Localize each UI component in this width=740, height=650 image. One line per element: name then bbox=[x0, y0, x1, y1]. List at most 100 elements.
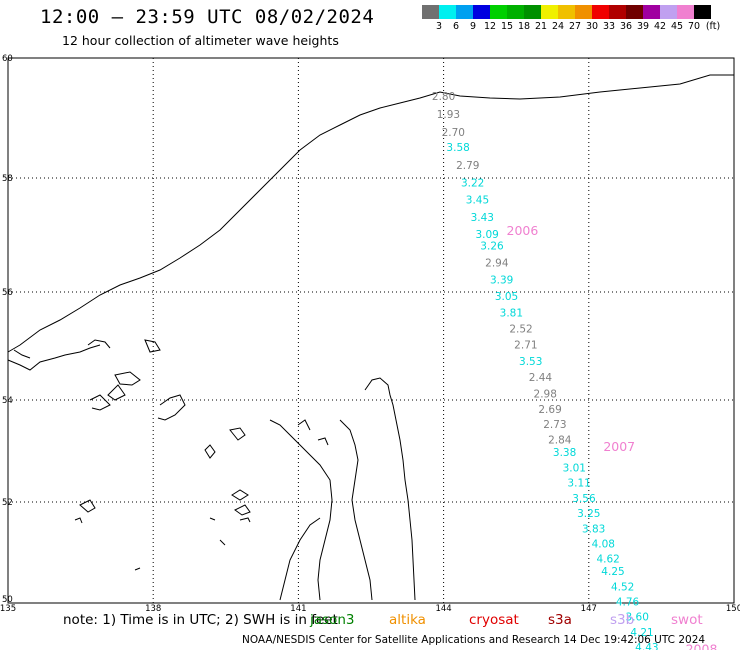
hour-label: 2008 bbox=[686, 642, 718, 650]
wave-height-value: 3.09 bbox=[475, 229, 498, 241]
legend-label: 45 bbox=[670, 21, 684, 32]
wave-height-value: 4.43 bbox=[635, 642, 658, 650]
wave-height-value: 1.93 bbox=[437, 109, 460, 121]
longitude-label: 138 bbox=[145, 604, 161, 614]
legend-label: 9 bbox=[469, 21, 477, 32]
wave-height-value: 3.81 bbox=[500, 307, 523, 319]
wave-height-value: 3.01 bbox=[563, 462, 586, 474]
legend-label: 6 bbox=[452, 21, 460, 32]
legend-swatch bbox=[439, 5, 456, 19]
coastline bbox=[7, 74, 734, 601]
satellite-name: jason3 bbox=[310, 612, 355, 628]
wave-height-value: 2.71 bbox=[514, 340, 537, 352]
wave-height-value: 4.76 bbox=[616, 597, 640, 609]
wave-height-value: 3.38 bbox=[553, 447, 576, 459]
page-title: 12:00 – 23:59 UTC 08/02/2024 bbox=[40, 6, 375, 28]
longitude-label: 150 bbox=[726, 604, 740, 614]
legend-label: 27 bbox=[568, 21, 582, 32]
satellite-name: altika bbox=[389, 612, 426, 628]
latitude-label: 58 bbox=[2, 174, 13, 184]
footer-text: NOAA/NESDIS Center for Satellite Applica… bbox=[242, 634, 706, 646]
wave-height-value: 2.80 bbox=[432, 91, 455, 103]
legend-swatch bbox=[507, 5, 524, 19]
latitude-label: 50 bbox=[2, 595, 13, 605]
wave-height-value: 3.45 bbox=[466, 195, 489, 207]
page-subtitle: 12 hour collection of altimeter wave hei… bbox=[62, 33, 339, 48]
legend-label: 21 bbox=[534, 21, 548, 32]
wave-height-value: 3.53 bbox=[519, 356, 542, 368]
wave-height-value: 3.83 bbox=[582, 523, 605, 535]
wave-height-value: 3.26 bbox=[480, 240, 504, 252]
satellite-name: cryosat bbox=[469, 612, 519, 628]
hour-label: 2006 bbox=[507, 223, 539, 238]
wave-height-value: 2.44 bbox=[529, 372, 553, 384]
wave-height-value: 3.39 bbox=[490, 274, 513, 286]
hour-label: 2007 bbox=[603, 439, 635, 454]
legend-swatch bbox=[456, 5, 473, 19]
legend-swatch bbox=[541, 5, 558, 19]
longitude-labels: 135 138 141 144 147 150 bbox=[0, 604, 740, 614]
legend-label: 36 bbox=[619, 21, 633, 32]
graticule bbox=[8, 58, 734, 603]
legend-swatch bbox=[609, 5, 626, 19]
latitude-label: 56 bbox=[2, 288, 13, 298]
note-text: note: 1) Time is in UTC; 2) SWH is in fe… bbox=[63, 612, 338, 628]
latitude-label: 52 bbox=[2, 498, 13, 508]
satellite-name: s3a bbox=[548, 612, 572, 628]
legend-label: 12 bbox=[483, 21, 497, 32]
latitude-label: 60 bbox=[2, 54, 13, 64]
longitude-label: 141 bbox=[290, 604, 306, 614]
longitude-label: 144 bbox=[435, 604, 451, 614]
wave-height-value: 3.58 bbox=[446, 142, 469, 154]
legend-swatch bbox=[592, 5, 609, 19]
legend-swatch bbox=[626, 5, 643, 19]
wave-height-value: 4.25 bbox=[601, 566, 624, 578]
legend-swatch bbox=[473, 5, 490, 19]
wave-height-value: 2.79 bbox=[456, 160, 479, 172]
legend-swatch bbox=[677, 5, 694, 19]
legend-label: 3 bbox=[435, 21, 443, 32]
wave-height-value: 3.11 bbox=[567, 478, 590, 490]
wave-height-value: 2.84 bbox=[548, 434, 572, 446]
wave-height-value: 2.52 bbox=[509, 324, 532, 336]
satellite-name: s3b bbox=[610, 612, 635, 628]
wave-height-value: 3.22 bbox=[461, 178, 484, 190]
legend-swatch bbox=[524, 5, 541, 19]
wave-height-value: 4.62 bbox=[596, 554, 619, 566]
legend-label: 24 bbox=[551, 21, 565, 32]
longitude-label: 147 bbox=[581, 604, 597, 614]
wave-height-value: 3.60 bbox=[626, 612, 649, 624]
hour-labels: 2006200720082009 bbox=[507, 223, 718, 650]
latitude-labels: 60 58 56 54 52 50 bbox=[2, 54, 13, 605]
legend-label: 39 bbox=[636, 21, 650, 32]
longitude-label: 135 bbox=[0, 604, 16, 614]
wave-height-value: 2.94 bbox=[485, 257, 509, 269]
wave-height-value: 4.21 bbox=[630, 627, 653, 639]
legend-label: 30 bbox=[585, 21, 599, 32]
legend-swatch bbox=[660, 5, 677, 19]
latitude-label: 54 bbox=[2, 396, 13, 406]
legend-label: 18 bbox=[517, 21, 531, 32]
color-legend bbox=[422, 5, 711, 19]
satellite-name: swot bbox=[671, 612, 703, 628]
legend-label: 70 bbox=[687, 21, 701, 32]
wave-height-value: 3.56 bbox=[572, 493, 596, 505]
legend-swatch bbox=[643, 5, 660, 19]
wave-height-value: 3.05 bbox=[495, 291, 518, 303]
wave-height-value: 2.70 bbox=[442, 127, 465, 139]
legend-labels: 3 6 9 12 15 18 21 24 27 30 33 36 39 42 45 70 (ft) bbox=[422, 21, 740, 35]
wave-height-value: 2.73 bbox=[543, 419, 566, 431]
legend-swatch bbox=[490, 5, 507, 19]
legend-unit: (ft) bbox=[705, 21, 721, 32]
legend-label: 33 bbox=[602, 21, 616, 32]
wave-height-value: 4.52 bbox=[611, 581, 634, 593]
wave-height-value: 3.43 bbox=[471, 212, 494, 224]
legend-label: 15 bbox=[500, 21, 514, 32]
legend-swatch bbox=[422, 5, 439, 19]
wave-height-value: 2.69 bbox=[538, 404, 561, 416]
wave-height-value: 4.08 bbox=[592, 538, 615, 550]
legend-label: 42 bbox=[653, 21, 667, 32]
legend-swatch bbox=[558, 5, 575, 19]
wave-height-value: 2.98 bbox=[534, 388, 557, 400]
